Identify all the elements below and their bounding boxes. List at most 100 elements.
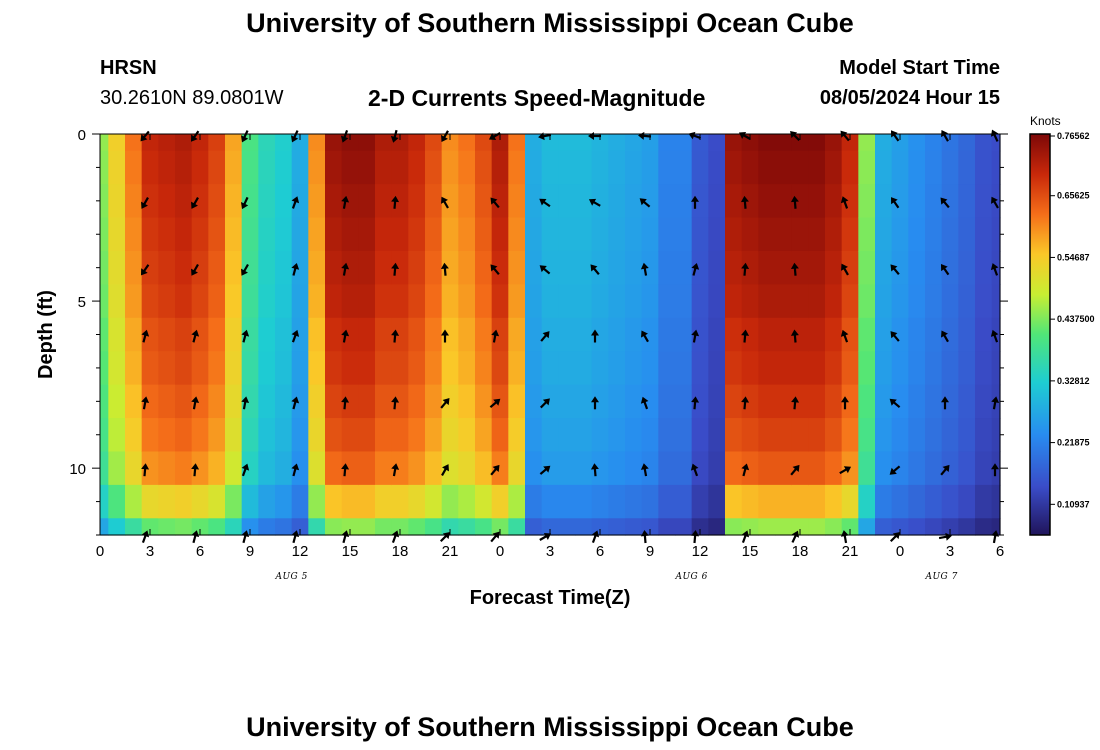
heatmap-cell bbox=[100, 384, 109, 419]
heatmap-cell bbox=[275, 217, 293, 252]
y-axis-title: Depth (ft) bbox=[35, 290, 57, 379]
heatmap-cell bbox=[275, 184, 293, 219]
heatmap-cell bbox=[108, 418, 126, 453]
heatmap-cell bbox=[408, 250, 426, 285]
heatmap-cell bbox=[441, 184, 459, 219]
heatmap-cell bbox=[608, 518, 626, 536]
heatmap-cell bbox=[508, 184, 526, 219]
heatmap-cell bbox=[225, 184, 243, 219]
heatmap-cell bbox=[875, 418, 893, 453]
heatmap-cell bbox=[658, 150, 676, 185]
heatmap-cell bbox=[708, 384, 726, 419]
heatmap-cell bbox=[375, 351, 393, 386]
heatmap-cell bbox=[100, 418, 109, 453]
heatmap-cell bbox=[891, 317, 909, 352]
heatmap-cell bbox=[525, 518, 543, 536]
heatmap-cell bbox=[125, 317, 143, 352]
heatmap-cell bbox=[141, 317, 159, 352]
heatmap-cell bbox=[725, 317, 743, 352]
heatmap-cell bbox=[825, 150, 843, 185]
heatmap-cell bbox=[341, 217, 359, 252]
heatmap-cell bbox=[758, 484, 776, 519]
heatmap-cell bbox=[925, 484, 943, 519]
heatmap-cell bbox=[408, 184, 426, 219]
heatmap-cell bbox=[258, 351, 276, 386]
heatmap-cell bbox=[575, 484, 593, 519]
heatmap-cell bbox=[158, 184, 176, 219]
current-arrow bbox=[291, 196, 300, 209]
heatmap-cell bbox=[191, 351, 209, 386]
heatmap-cell bbox=[641, 518, 659, 536]
heatmap-cell bbox=[691, 134, 709, 152]
colorbar-tick-label: 0.32812 bbox=[1057, 376, 1090, 386]
heatmap-cell bbox=[758, 250, 776, 285]
heatmap-cell bbox=[508, 250, 526, 285]
heatmap-cell bbox=[791, 217, 809, 252]
heatmap-cell bbox=[641, 217, 659, 252]
current-arrow bbox=[540, 331, 550, 342]
heatmap-cell bbox=[141, 518, 159, 536]
current-arrow bbox=[691, 329, 700, 343]
heatmap-cell bbox=[175, 317, 193, 352]
heatmap-cell bbox=[108, 150, 126, 185]
heatmap-cell bbox=[541, 317, 559, 352]
current-arrow bbox=[440, 397, 450, 409]
current-arrow bbox=[889, 465, 901, 475]
heatmap-cell bbox=[158, 250, 176, 285]
heatmap-cell bbox=[675, 351, 693, 386]
heatmap-cell bbox=[758, 150, 776, 185]
heatmap-cell bbox=[858, 384, 876, 419]
heatmap-cell bbox=[791, 518, 809, 536]
heatmap-cell bbox=[641, 351, 659, 386]
heatmap-cell bbox=[858, 184, 876, 219]
heatmap-cell bbox=[891, 184, 909, 219]
heatmap-cell bbox=[758, 134, 776, 152]
heatmap-cell bbox=[625, 284, 643, 319]
heatmap-cell bbox=[908, 418, 926, 453]
current-arrow bbox=[591, 329, 599, 343]
heatmap-cell bbox=[375, 217, 393, 252]
heatmap-cell bbox=[891, 484, 909, 519]
heatmap-cell bbox=[508, 451, 526, 486]
x-tick-label: 9 bbox=[646, 543, 654, 560]
colorbar-tick-label: 0.21875 bbox=[1057, 438, 1090, 448]
heatmap-cell bbox=[575, 351, 593, 386]
heatmap-cell bbox=[375, 184, 393, 219]
current-arrow bbox=[441, 130, 449, 143]
heatmap-cell bbox=[708, 317, 726, 352]
heatmap-cell bbox=[358, 184, 376, 219]
heatmap-cell bbox=[225, 150, 243, 185]
heatmap-cell bbox=[908, 150, 926, 185]
heatmap-cell bbox=[908, 351, 926, 386]
heatmap-cell bbox=[125, 250, 143, 285]
heatmap-cell bbox=[808, 184, 826, 219]
heatmap-cell bbox=[458, 451, 476, 486]
heatmap-cell bbox=[425, 484, 443, 519]
heatmap-cell bbox=[941, 518, 959, 536]
heatmap-cell bbox=[708, 134, 726, 152]
heatmap-cell bbox=[658, 317, 676, 352]
heatmap-cell bbox=[341, 284, 359, 319]
heatmap-cell bbox=[491, 418, 509, 453]
heatmap-cell bbox=[525, 384, 543, 419]
heatmap-cell bbox=[708, 184, 726, 219]
heatmap-cell bbox=[475, 351, 493, 386]
heatmap-cell bbox=[941, 451, 959, 486]
heatmap-cell bbox=[641, 484, 659, 519]
heatmap-cell bbox=[991, 518, 1001, 536]
heatmap-cell bbox=[841, 317, 859, 352]
heatmap-cell bbox=[575, 317, 593, 352]
current-arrow bbox=[889, 398, 901, 408]
heatmap-cell bbox=[525, 317, 543, 352]
heatmap-cell bbox=[641, 384, 659, 419]
heatmap-cell bbox=[825, 484, 843, 519]
heatmap-cell bbox=[925, 351, 943, 386]
heatmap-cell bbox=[975, 134, 993, 152]
heatmap-cell bbox=[425, 184, 443, 219]
heatmap-cell bbox=[725, 250, 743, 285]
heatmap-cell bbox=[558, 184, 576, 219]
heatmap-cell bbox=[875, 150, 893, 185]
heatmap-cell bbox=[241, 217, 259, 252]
current-arrow bbox=[640, 396, 649, 410]
heatmap-cell bbox=[691, 217, 709, 252]
